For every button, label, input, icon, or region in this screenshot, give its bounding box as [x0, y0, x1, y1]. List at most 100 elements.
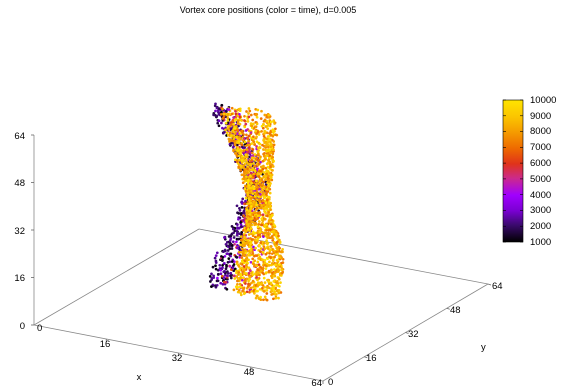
vortex-point: [263, 261, 267, 265]
vortex-point: [251, 257, 255, 261]
vortex-point: [216, 279, 220, 283]
vortex-point: [235, 269, 238, 273]
vortex-point: [261, 126, 265, 130]
vortex-point: [270, 274, 273, 278]
vortex-point: [277, 277, 281, 281]
vortex-point: [238, 206, 241, 210]
vortex-point: [279, 254, 282, 258]
vortex-point: [255, 182, 258, 186]
vortex-point: [264, 144, 268, 147]
vortex-point: [244, 199, 247, 203]
vortex-point: [250, 289, 254, 293]
vortex-point: [265, 292, 269, 295]
vortex-point: [238, 256, 242, 259]
back-y-axis-line: [33, 228, 200, 326]
vortex-point: [245, 161, 249, 164]
vortex-point: [268, 216, 272, 220]
vortex-point: [247, 209, 251, 213]
vortex-point: [245, 175, 248, 178]
vortex-point: [269, 133, 273, 137]
vortex-point: [256, 236, 260, 240]
vortex-point: [255, 135, 258, 139]
vortex-point: [251, 118, 255, 122]
vortex-point: [248, 201, 251, 205]
vortex-point: [261, 251, 265, 255]
vortex-point: [248, 191, 252, 195]
vortex-point: [281, 250, 284, 254]
vortex-point: [231, 119, 235, 123]
vortex-point: [257, 263, 261, 267]
vortex-point: [262, 135, 266, 138]
vortex-point: [265, 298, 269, 302]
vortex-point: [275, 258, 279, 262]
vortex-point: [245, 148, 249, 151]
vortex-point: [248, 148, 251, 152]
vortex-point: [281, 247, 284, 251]
vortex-point: [232, 135, 235, 139]
vortex-point: [254, 246, 257, 250]
vortex-point: [238, 277, 242, 280]
vortex-point: [247, 178, 250, 182]
vortex-point: [272, 297, 275, 301]
vortex-point: [233, 130, 236, 134]
vortex-point: [257, 175, 261, 178]
vortex-point: [225, 240, 229, 244]
vortex-point: [249, 242, 252, 246]
vortex-point: [242, 240, 245, 244]
vortex-point: [254, 157, 258, 161]
vortex-point: [243, 171, 246, 174]
vortex-point: [224, 128, 227, 132]
vortex-point: [256, 260, 260, 264]
vortex-point: [269, 143, 273, 147]
vortex-point: [235, 262, 239, 266]
vortex-point: [264, 264, 268, 268]
vortex-point: [230, 106, 234, 110]
vortex-point: [266, 135, 270, 138]
vortex-point: [227, 108, 231, 111]
vortex-point: [259, 250, 262, 253]
vortex-point: [260, 217, 264, 220]
vortex-point: [226, 272, 230, 275]
vortex-point: [240, 149, 243, 153]
vortex-point: [245, 110, 248, 113]
vortex-point: [263, 113, 267, 117]
vortex-point: [260, 223, 264, 227]
y-tick-label-16: 16: [366, 353, 377, 364]
vortex-point: [260, 178, 264, 181]
vortex-point: [228, 265, 232, 268]
vortex-point: [223, 236, 226, 239]
vortex-point: [255, 203, 259, 207]
vortex-point: [214, 109, 217, 113]
vortex-point: [236, 226, 239, 229]
vortex-point: [261, 258, 264, 262]
vortex-point: [251, 151, 254, 155]
vortex-point: [209, 280, 212, 283]
vortex-point: [224, 242, 228, 246]
vortex-point: [255, 188, 259, 191]
vortex-point: [242, 218, 246, 222]
vortex-point: [220, 274, 224, 278]
vortex-point: [241, 244, 244, 248]
vortex-point: [244, 189, 248, 193]
vortex-point: [213, 284, 217, 287]
vortex-point: [236, 279, 239, 283]
vortex-point: [248, 275, 252, 279]
vortex-point: [212, 113, 215, 117]
vortex-point: [240, 266, 244, 270]
vortex-point: [249, 199, 253, 202]
vortex-point: [229, 271, 233, 275]
vortex-point: [247, 189, 251, 192]
vortex-point: [253, 235, 257, 239]
vortex-point: [255, 115, 259, 119]
vortex-point: [221, 107, 224, 111]
colorbar-ticks: [503, 99, 523, 243]
vortex-point: [235, 204, 239, 208]
vortex-point: [243, 155, 247, 159]
vortex-point: [262, 207, 265, 210]
vortex-point: [230, 225, 234, 228]
vortex-point: [248, 109, 252, 113]
vortex-point: [268, 154, 272, 157]
vortex-point: [262, 164, 265, 168]
vortex-point: [262, 152, 265, 156]
vortex-point: [253, 169, 257, 173]
